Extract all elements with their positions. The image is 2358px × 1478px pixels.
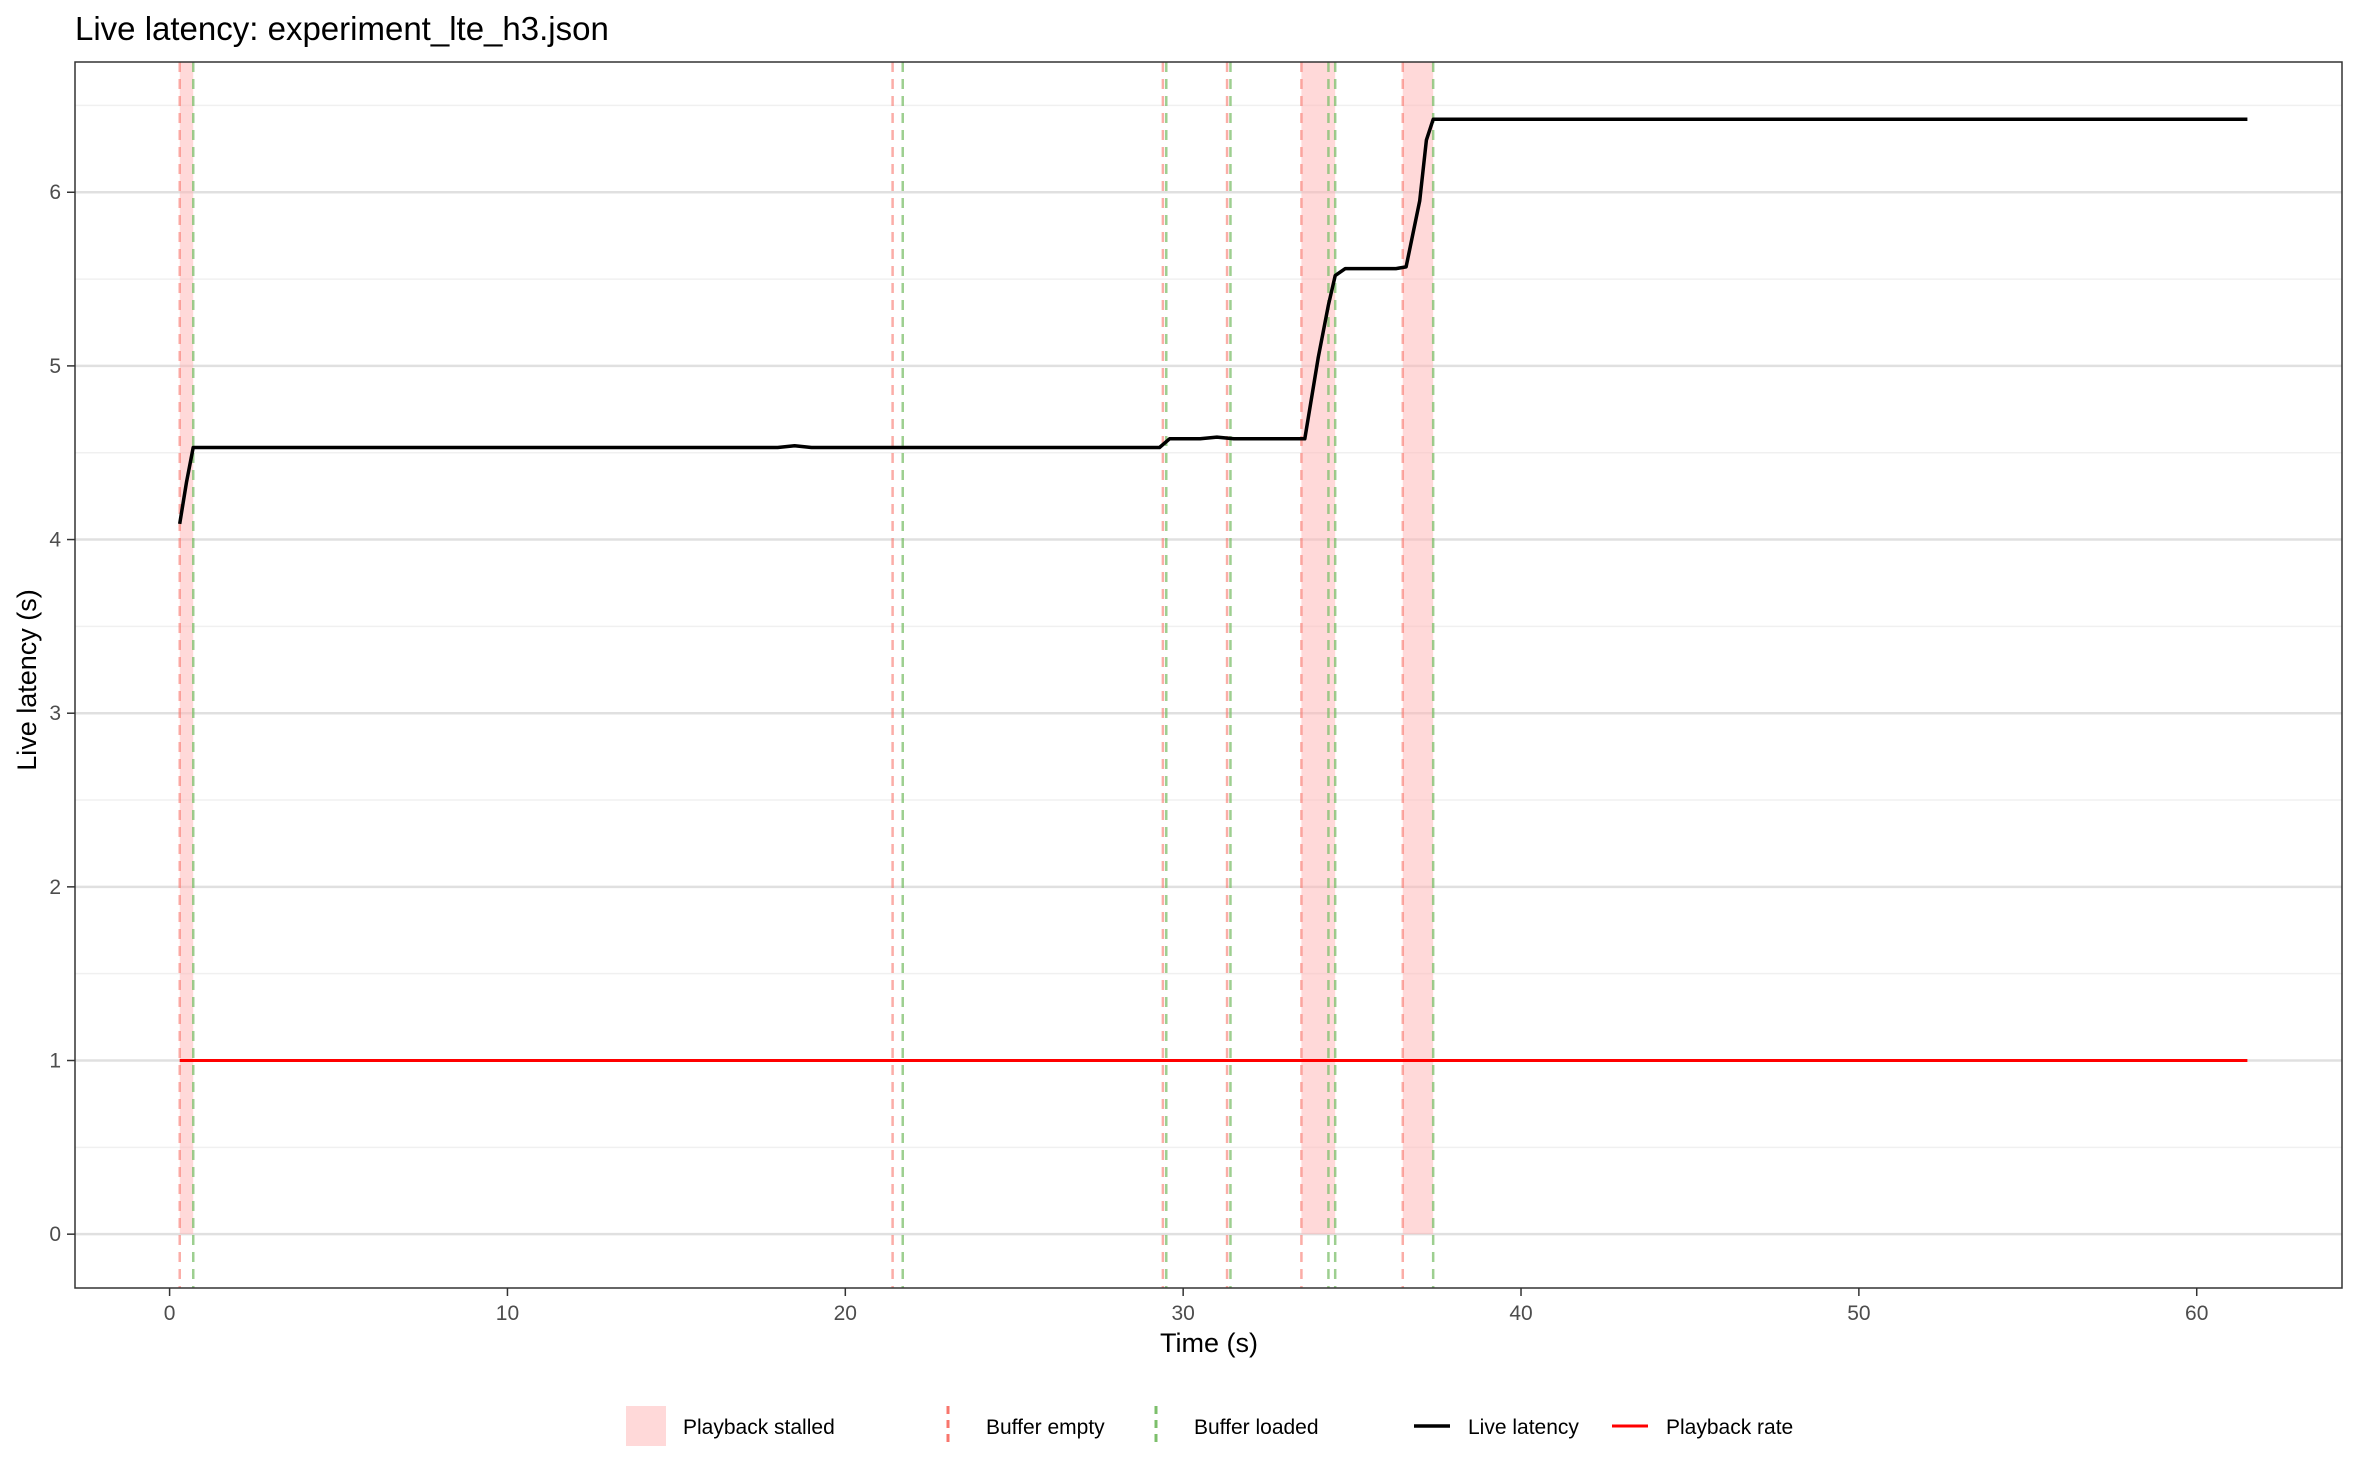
legend-label-buffer-empty: Buffer empty (986, 1416, 1105, 1439)
stall-region (179, 62, 194, 1235)
stall-region (1301, 62, 1336, 1235)
x-axis-title: Time (s) (1160, 1328, 1258, 1358)
plot-panel-border (74, 61, 2343, 1289)
y-axis-title: Live latency (s) (12, 589, 42, 771)
x-tick-label: 60 (2185, 1302, 2208, 1325)
y-tick-label: 6 (49, 181, 61, 204)
plot-area: 0 10 20 30 40 50 60 0 1 2 3 4 5 6 (49, 61, 2343, 1325)
legend-label-buffer-loaded: Buffer loaded (1194, 1416, 1319, 1439)
y-tick-label: 1 (49, 1050, 61, 1073)
y-tick-label: 4 (49, 529, 61, 552)
legend-label-playback-rate: Playback rate (1666, 1416, 1793, 1439)
x-tick-label: 30 (1171, 1302, 1194, 1325)
series-line-live-latency (177, 117, 2248, 525)
stall-region (1402, 62, 1434, 1235)
x-tick-label: 50 (1847, 1302, 1870, 1325)
legend: Playback stalled Buffer empty Buffer loa… (626, 1406, 1793, 1446)
y-tick-label: 3 (49, 702, 61, 725)
x-tick-label: 20 (834, 1302, 857, 1325)
chart-title: Live latency: experiment_lte_h3.json (75, 10, 609, 47)
legend-key-stalled (626, 1406, 666, 1446)
y-tick-label: 2 (49, 876, 61, 899)
legend-label-stalled: Playback stalled (683, 1416, 835, 1439)
legend-label-live-latency: Live latency (1468, 1416, 1579, 1439)
y-tick-label: 0 (49, 1223, 61, 1246)
x-tick-label: 10 (496, 1302, 519, 1325)
x-tick-label: 40 (1509, 1302, 1532, 1325)
x-tick-label: 0 (164, 1302, 176, 1325)
y-tick-label: 5 (49, 355, 61, 378)
